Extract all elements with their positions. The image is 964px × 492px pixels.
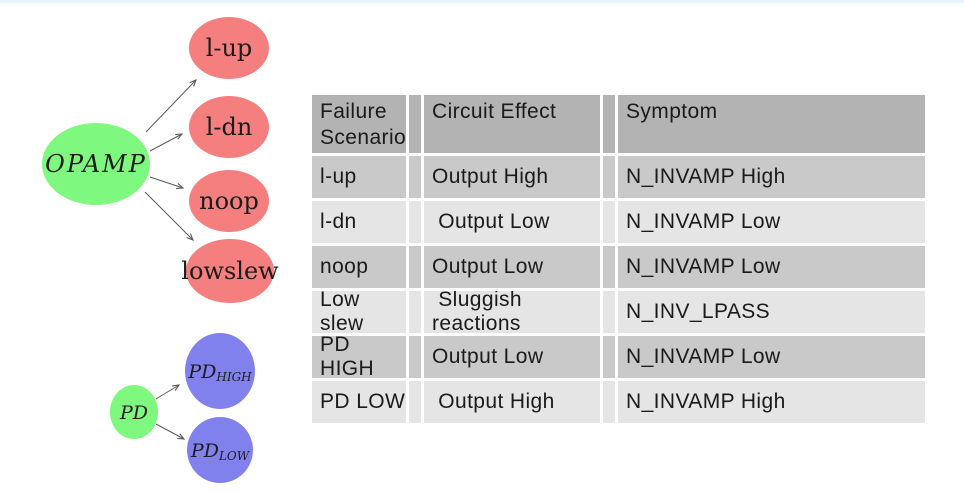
node-noop-label: noop (199, 187, 259, 215)
column-header-symptom: Symptom (618, 95, 925, 153)
cell-spacer (409, 336, 421, 378)
node-lowslew-label: lowslew (181, 257, 279, 285)
cell-spacer (603, 336, 615, 378)
node-pd-high (185, 333, 255, 409)
cell-effect: Output High (424, 156, 600, 198)
cell-spacer (603, 201, 615, 243)
cell-effect: Output Low (424, 246, 600, 288)
node-lowslew (186, 239, 274, 303)
cell-scenario: l-dn (312, 201, 406, 243)
node-pd-low-label: PDLOW (190, 440, 251, 463)
cell-scenario: l-up (312, 156, 406, 198)
cell-spacer (409, 201, 421, 243)
cell-symptom: N_INVAMP Low (618, 201, 925, 243)
node-pd-high-base: PD (187, 361, 216, 383)
edge-opamp-noop (149, 176, 185, 190)
node-pd-low-sub: LOW (218, 449, 251, 463)
node-noop (189, 170, 269, 232)
edge-opamp-ldn (149, 133, 184, 152)
node-pd-low (187, 417, 253, 483)
node-pd-high-sub: HIGH (215, 370, 252, 384)
node-pd (110, 385, 158, 439)
cell-spacer (603, 381, 615, 423)
cell-symptom: N_INVAMP High (618, 381, 925, 423)
cell-scenario: Low slew (312, 291, 406, 333)
cell-scenario: PD LOW (312, 381, 406, 423)
slide-top-edge (0, 0, 964, 3)
cell-spacer (603, 291, 615, 333)
cell-symptom: N_INV_LPASS (618, 291, 925, 333)
node-opamp (42, 123, 150, 205)
edge-opamp-lowslew (144, 191, 194, 241)
node-l-dn-label: l-dn (206, 113, 253, 141)
cell-scenario: noop (312, 246, 406, 288)
node-pd-high-label: PDHIGH (187, 361, 252, 384)
node-pd-low-base: PD (190, 440, 219, 462)
cell-spacer (603, 156, 615, 198)
column-header-spacer-2 (603, 95, 615, 153)
column-header-spacer-1 (409, 95, 421, 153)
cell-spacer (409, 156, 421, 198)
column-header-circuit-effect: Circuit Effect (424, 95, 600, 153)
node-l-up-label: l-up (206, 34, 253, 62)
cell-spacer (603, 246, 615, 288)
edge-pd-pdhigh (155, 384, 181, 400)
node-l-up (189, 17, 269, 79)
cell-spacer (409, 246, 421, 288)
cell-effect: Output High (424, 381, 600, 423)
cell-symptom: N_INVAMP Low (618, 246, 925, 288)
node-opamp-label: OPAMP (45, 150, 147, 178)
cell-effect: Output Low (424, 336, 600, 378)
edge-opamp-lup (145, 79, 197, 133)
cell-scenario: PD HIGH (312, 336, 406, 378)
cell-spacer (409, 381, 421, 423)
cell-symptom: N_INVAMP Low (618, 336, 925, 378)
cell-effect: Sluggish reactions (424, 291, 600, 333)
column-header-failure-scenario: Failure Scenario (312, 95, 406, 153)
cell-symptom: N_INVAMP High (618, 156, 925, 198)
node-pd-label: PD (119, 402, 148, 424)
fault-tree-diagram: OPAMP l-up l-dn noop lowslew PD PDHIGH P… (42, 17, 279, 483)
node-l-dn (189, 96, 269, 158)
cell-effect: Output Low (424, 201, 600, 243)
edge-pd-pdlow (155, 423, 186, 440)
failure-scenario-table: Failure Scenario Circuit Effect Symptom … (312, 95, 925, 423)
cell-spacer (409, 291, 421, 333)
